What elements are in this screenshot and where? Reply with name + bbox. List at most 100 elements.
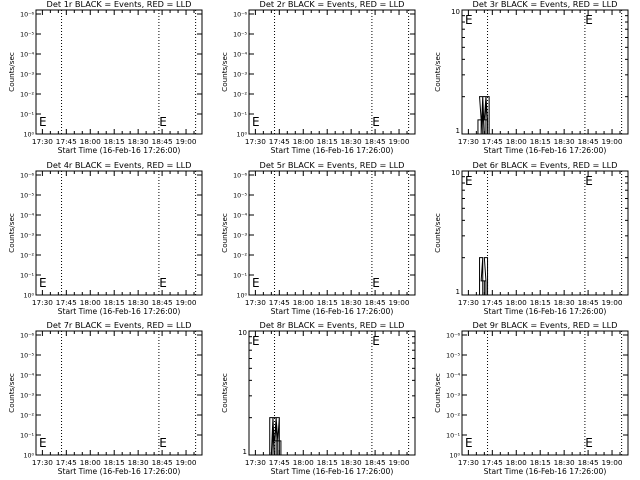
- y-tick-label: 10⁻⁵: [233, 32, 247, 39]
- panel-title: Det 9r BLACK = Events, RED = LLD: [473, 320, 618, 330]
- x-axis-label: Start Time (16-Feb-16 17:26:00): [58, 467, 181, 476]
- x-tick-label: 19:00: [176, 458, 197, 467]
- y-tick-label: 10⁰: [236, 132, 247, 139]
- event-marker-label: E: [159, 276, 167, 290]
- x-axis-label: Start Time (16-Feb-16 17:26:00): [484, 307, 607, 316]
- y-tick-label: 10⁻¹: [20, 273, 34, 280]
- event-marker-label: E: [372, 334, 380, 348]
- y-tick-label: 10⁰: [23, 453, 34, 460]
- x-tick-label: 18:15: [104, 458, 125, 467]
- x-tick-label: 19:00: [602, 137, 623, 146]
- y-axis-label: Counts/sec: [7, 52, 16, 92]
- plot-frame: [248, 330, 416, 456]
- x-tick-label: 18:00: [293, 298, 314, 307]
- y-tick-label: 10⁻²: [446, 413, 460, 420]
- x-tick-label: 18:45: [578, 137, 599, 146]
- y-axis-label: Counts/sec: [433, 52, 442, 92]
- x-tick-label: 17:30: [245, 298, 266, 307]
- panel-title: Det 8r BLACK = Events, RED = LLD: [260, 320, 405, 330]
- panel-9: Det 9r BLACK = Events, RED = LLD 10⁰ 10⁻¹ 1…: [433, 320, 629, 476]
- panel-2: Det 2r BLACK = Events, RED = LLD 10⁰ 10⁻¹ 1…: [220, 0, 416, 155]
- panel-6: Det 6r BLACK = Events, RED = LLD 1 10 Count…: [433, 160, 629, 316]
- y-tick-label: 10⁻¹: [446, 433, 460, 440]
- x-tick-label: 18:45: [152, 458, 173, 467]
- x-tick-label: 18:30: [128, 137, 149, 146]
- event-marker-label: E: [585, 436, 593, 450]
- event-marker-label: E: [585, 174, 593, 188]
- y-tick-label: 1: [456, 127, 460, 135]
- y-tick-label: 10⁻⁴: [233, 213, 247, 220]
- y-tick-label: 10⁻¹: [233, 273, 247, 280]
- y-tick-label: 10⁻⁴: [20, 373, 34, 380]
- x-tick-label: 18:00: [506, 137, 527, 146]
- y-tick-label: 10⁻¹: [20, 112, 34, 119]
- y-tick-label: 1: [243, 448, 247, 456]
- x-axis-label: Start Time (16-Feb-16 17:26:00): [484, 146, 607, 155]
- plot-frame: [35, 9, 203, 135]
- x-axis-label: Start Time (16-Feb-16 17:26:00): [484, 467, 607, 476]
- x-tick-label: 17:45: [482, 458, 503, 467]
- plot-frame: [461, 330, 629, 456]
- x-tick-label: 18:45: [365, 137, 386, 146]
- x-tick-label: 19:00: [176, 137, 197, 146]
- event-marker-label: E: [252, 276, 260, 290]
- event-marker-label: E: [465, 13, 473, 27]
- x-tick-label: 18:00: [293, 458, 314, 467]
- plot-frame: [35, 170, 203, 296]
- panel-title: Det 2r BLACK = Events, RED = LLD: [260, 0, 405, 9]
- y-axis-label: Counts/sec: [220, 373, 229, 413]
- x-tick-label: 19:00: [602, 298, 623, 307]
- y-tick-label: 10⁻²: [20, 413, 34, 420]
- x-tick-label: 18:00: [80, 137, 101, 146]
- x-tick-label: 19:00: [602, 458, 623, 467]
- y-tick-label: 10: [238, 329, 247, 337]
- x-axis-label: Start Time (16-Feb-16 17:26:00): [58, 146, 181, 155]
- plot-frame: [461, 170, 629, 296]
- x-tick-label: 17:30: [458, 458, 479, 467]
- x-tick-label: 18:15: [317, 298, 338, 307]
- x-tick-label: 18:00: [506, 298, 527, 307]
- y-axis-label: Counts/sec: [433, 373, 442, 413]
- x-tick-label: 18:15: [317, 458, 338, 467]
- x-tick-label: 18:15: [104, 298, 125, 307]
- panel-title: Det 3r BLACK = Events, RED = LLD: [473, 0, 618, 9]
- y-tick-label: 10⁻⁴: [233, 52, 247, 59]
- x-tick-label: 18:00: [506, 458, 527, 467]
- x-tick-label: 18:30: [128, 458, 149, 467]
- x-tick-label: 18:30: [554, 458, 575, 467]
- event-series-line: [479, 257, 489, 295]
- event-marker-label: E: [39, 276, 47, 290]
- y-tick-label: 10⁻⁶: [233, 12, 247, 19]
- x-tick-label: 18:30: [554, 298, 575, 307]
- y-axis-label: Counts/sec: [7, 373, 16, 413]
- plot-frame: [248, 170, 416, 296]
- x-tick-label: 17:45: [56, 137, 77, 146]
- x-tick-label: 18:00: [80, 458, 101, 467]
- x-tick-label: 18:00: [80, 298, 101, 307]
- y-tick-label: 10⁻⁵: [446, 353, 460, 360]
- y-tick-label: 10⁰: [236, 293, 247, 300]
- x-tick-label: 17:30: [32, 137, 53, 146]
- y-axis-label: Counts/sec: [220, 213, 229, 253]
- panel-5: Det 5r BLACK = Events, RED = LLD 10⁰ 10⁻¹ 1…: [220, 160, 416, 316]
- x-tick-label: 17:30: [458, 137, 479, 146]
- y-tick-label: 10⁻⁴: [446, 373, 460, 380]
- x-tick-label: 18:30: [341, 298, 362, 307]
- x-axis-label: Start Time (16-Feb-16 17:26:00): [58, 307, 181, 316]
- y-tick-label: 10⁻²: [233, 92, 247, 99]
- x-tick-label: 17:45: [482, 298, 503, 307]
- x-axis-label: Start Time (16-Feb-16 17:26:00): [271, 307, 394, 316]
- y-tick-label: 10⁻⁵: [20, 32, 34, 39]
- x-tick-label: 19:00: [389, 458, 410, 467]
- y-tick-label: 10⁻⁴: [20, 52, 34, 59]
- x-tick-label: 17:30: [32, 458, 53, 467]
- y-axis-label: Counts/sec: [433, 213, 442, 253]
- x-tick-label: 18:15: [530, 137, 551, 146]
- x-tick-label: 17:30: [245, 137, 266, 146]
- x-tick-label: 17:45: [56, 458, 77, 467]
- x-tick-label: 17:30: [245, 458, 266, 467]
- y-tick-label: 10⁻⁵: [20, 193, 34, 200]
- event-marker-label: E: [372, 276, 380, 290]
- y-tick-label: 10⁻²: [20, 253, 34, 260]
